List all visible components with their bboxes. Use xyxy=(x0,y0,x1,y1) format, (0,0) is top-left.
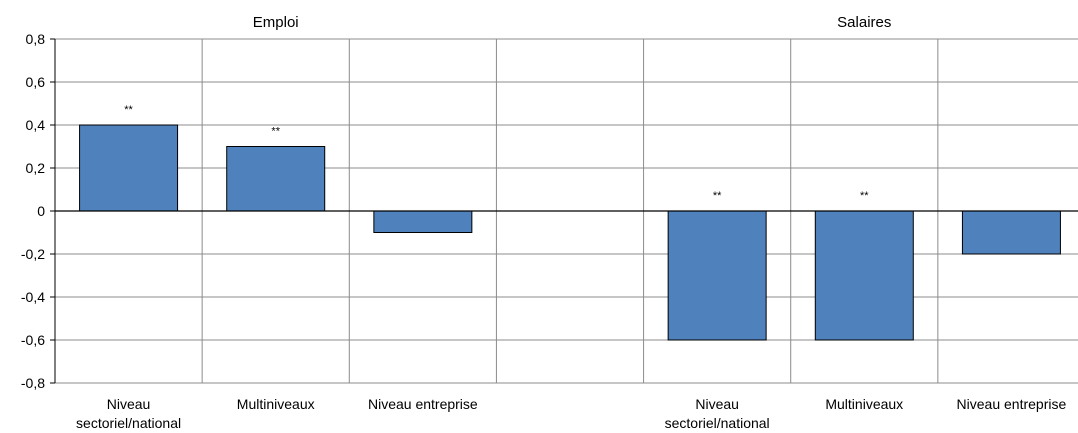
labels: 0,8 0,6 0,4 0,2 0 -0,2 -0,4 -0,6 -0,8 ** Niveau sec… xyxy=(21,14,1067,431)
category-label: Multiniveaux xyxy=(825,396,903,412)
bars xyxy=(79,124,1061,341)
bar xyxy=(961,210,1061,255)
bar xyxy=(814,210,914,341)
bar xyxy=(226,146,326,212)
category-label: sectoriel/national xyxy=(76,415,181,431)
y-tick-label: -0,2 xyxy=(21,246,45,262)
category-label: Niveau entreprise xyxy=(957,396,1067,412)
category-label: Niveau entreprise xyxy=(368,396,478,412)
group-title: Emploi xyxy=(253,14,299,31)
y-tick-label: 0,4 xyxy=(26,117,46,133)
axes xyxy=(50,38,1078,384)
y-tick-label: 0,6 xyxy=(26,74,46,90)
bar xyxy=(373,210,473,233)
y-tick-label: 0 xyxy=(37,203,45,219)
significance-label: ** xyxy=(860,190,869,202)
y-tick-label: 0,2 xyxy=(26,160,46,176)
group-title: Salaires xyxy=(837,14,891,31)
y-tick-label: -0,8 xyxy=(21,375,45,391)
significance-label: ** xyxy=(713,190,722,202)
significance-label: ** xyxy=(124,104,133,116)
category-label: Niveau xyxy=(107,396,151,412)
category-label: Multiniveaux xyxy=(237,396,315,412)
y-tick-label: -0,6 xyxy=(21,332,45,348)
category-label: sectoriel/national xyxy=(665,415,770,431)
y-tick-label: 0,8 xyxy=(26,31,46,47)
y-tick-label: -0,4 xyxy=(21,289,45,305)
bar xyxy=(79,124,179,212)
bar xyxy=(667,210,767,341)
significance-label: ** xyxy=(271,126,280,138)
category-label: Niveau xyxy=(695,396,739,412)
